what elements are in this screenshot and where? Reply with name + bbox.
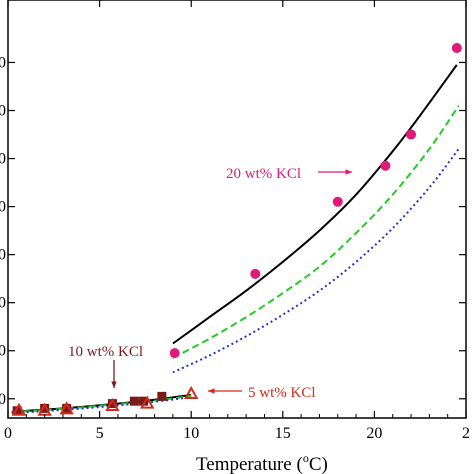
y-tick-label: 0 <box>0 199 6 216</box>
data-point-triangle <box>59 401 74 415</box>
data-point-square <box>139 396 149 406</box>
data-point-square <box>40 403 50 413</box>
data-point-square <box>62 403 72 413</box>
data-point-square <box>12 406 22 416</box>
x-tick-label: 0 <box>4 425 12 442</box>
data-point-circle <box>451 43 462 54</box>
data-point-square <box>107 399 117 409</box>
y-tick-label: 0 <box>0 54 6 71</box>
x-axis-label-unit: C) <box>309 454 328 474</box>
annotation-20wt-kcl: 20 wt% KCl <box>226 166 301 182</box>
data-point-square <box>129 396 139 406</box>
data-point-triangle <box>105 397 120 411</box>
y-tick-label: 0 <box>0 391 6 408</box>
data-point-circle <box>250 268 261 279</box>
y-tick-label: 0 <box>0 103 6 120</box>
data-point-circle <box>406 129 417 140</box>
annotation-arrow-10wt-head <box>111 381 117 388</box>
data-point-circle <box>332 196 343 207</box>
x-axis-label: Temperature (oC) <box>196 451 328 474</box>
svg-text:Temperature (oC): Temperature (oC) <box>196 451 328 474</box>
fit-curve-solid <box>172 64 458 345</box>
data-point-triangle <box>140 395 155 409</box>
annotation-10wt-kcl: 10 wt% KCl <box>68 344 143 360</box>
y-tick-label: 0 <box>0 295 6 312</box>
x-tick-label: 2 <box>462 425 470 442</box>
annotation-5wt-kcl: 5 wt% KCl <box>248 385 316 401</box>
y-tick-label: 0 <box>0 343 6 360</box>
x-axis-label-degree: o <box>303 451 309 465</box>
y-tick-label: 0 <box>0 247 6 264</box>
plot-frame <box>7 0 467 419</box>
annotation-arrow-20wt-head <box>345 169 352 175</box>
x-axis-label-main: Temperature ( <box>196 454 303 474</box>
data-point-triangle <box>184 385 199 399</box>
x-tick-label: 20 <box>366 425 382 442</box>
data-point-circle <box>169 348 180 359</box>
x-tick-label: 15 <box>275 425 291 442</box>
data-point-square <box>157 391 167 401</box>
x-tick-label: 10 <box>183 425 199 442</box>
annotation-arrow-5wt-head <box>208 388 215 394</box>
data-point-triangle <box>11 402 27 416</box>
x-tick-label: 5 <box>96 425 104 442</box>
y-tick-label: 0 <box>0 151 6 168</box>
data-point-circle <box>380 160 391 171</box>
